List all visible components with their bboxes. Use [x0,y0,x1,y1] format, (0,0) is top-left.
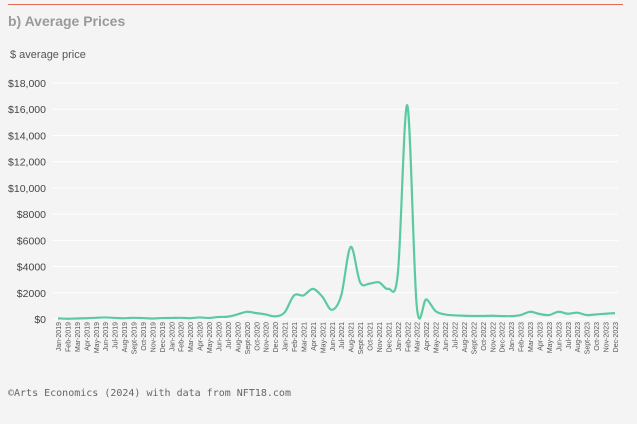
x-tick-label: Oct-2022 [481,322,488,351]
x-tick-label: Feb-2020 [179,322,186,352]
x-tick-label: Nov-2022 [490,322,497,352]
y-tick-label: $10,000 [8,183,46,195]
x-tick-label: Jul-2022 [453,322,460,349]
x-tick-label: Nov-2020 [264,322,271,352]
x-tick-label: Jun-2023 [556,322,563,351]
x-tick-label: Mar-2022 [415,322,422,352]
x-tick-label: Jun-2019 [103,322,110,351]
x-tick-label: Jan-2020 [169,322,176,351]
x-tick-label: Oct-2019 [141,322,148,351]
source-note: ©Arts Economics (2024) with data from NF… [8,388,291,399]
x-tick-label: Nov-2021 [377,322,384,352]
x-tick-label: Feb-2021 [292,322,299,352]
y-tick-label: $8000 [17,209,46,221]
x-tick-label: Apr-2020 [198,322,205,351]
x-tick-label: Dec-2020 [273,322,280,352]
x-tick-label: Sept-2019 [132,322,139,354]
y-tick-label: $4000 [17,262,46,274]
x-tick-label: Jan-2021 [283,322,290,351]
x-tick-label: Jul-2019 [113,322,120,349]
average-price-line [57,104,616,320]
x-tick-label: Aug-2023 [575,322,582,352]
x-tick-label: Aug-2020 [235,322,242,352]
x-tick-label: Aug-2021 [349,322,356,352]
x-tick-label: Mar-2020 [188,322,195,352]
x-tick-label: May-2021 [320,322,327,353]
x-tick-label: Mar-2023 [528,322,535,352]
y-tick-label: $6000 [17,235,46,247]
x-tick-label: Apr-2021 [311,322,318,351]
x-tick-label: Dec-2021 [386,322,393,352]
x-tick-label: Mar-2021 [301,322,308,352]
x-tick-label: Aug-2022 [462,322,469,352]
x-tick-label: Jan-2023 [509,322,516,351]
x-tick-label: Feb-2019 [65,322,72,352]
x-tick-label: Jul-2020 [226,322,233,349]
x-tick-label: Dec-2022 [500,322,507,352]
x-tick-label: Jun-2020 [216,322,223,351]
x-tick-label: Jan-2019 [56,322,63,351]
x-tick-label: Sept-2022 [471,322,478,354]
x-tick-label: Oct-2020 [254,322,261,351]
x-tick-label: Apr-2019 [84,322,91,351]
y-tick-label: $12,000 [8,157,46,169]
x-tick-label: Jul-2023 [566,322,573,349]
x-tick-label: Sept-2021 [358,322,365,354]
x-tick-label: Feb-2023 [519,322,526,352]
y-tick-label: $18,000 [8,78,46,90]
x-tick-label: Nov-2019 [150,322,157,352]
x-tick-label: Aug-2019 [122,322,129,352]
x-tick-label: May-2020 [207,322,214,353]
x-tick-label: May-2019 [94,322,101,353]
y-tick-label: $16,000 [8,104,46,116]
x-tick-label: May-2022 [434,322,441,353]
x-tick-label: Jan-2022 [396,322,403,351]
x-tick-label: Jun-2022 [443,322,450,351]
x-tick-label: Sept-2020 [245,322,252,354]
x-tick-label: Apr-2022 [424,322,431,351]
x-tick-label: Sept-2023 [585,322,592,354]
y-tick-label: $14,000 [8,130,46,142]
x-tick-label: Mar-2019 [75,322,82,352]
chart-title: b) Average Prices [8,13,126,29]
y-tick-label: $2000 [17,288,46,300]
x-tick-label: Oct-2021 [368,322,375,351]
x-tick-label: Feb-2022 [405,322,412,352]
x-tick-label: Apr-2023 [537,322,544,351]
x-tick-label: Oct-2023 [594,322,601,351]
x-tick-label: Nov-2023 [604,322,611,352]
x-tick-label: Dec-2023 [613,322,620,352]
top-accent-rule [8,4,623,5]
y-axis-label: $ average price [10,49,86,61]
x-tick-label: Dec-2019 [160,322,167,352]
x-tick-label: May-2023 [547,322,554,353]
x-tick-label: Jun-2021 [330,322,337,351]
y-tick-label: $0 [34,314,46,326]
x-tick-label: Jul-2021 [339,322,346,349]
